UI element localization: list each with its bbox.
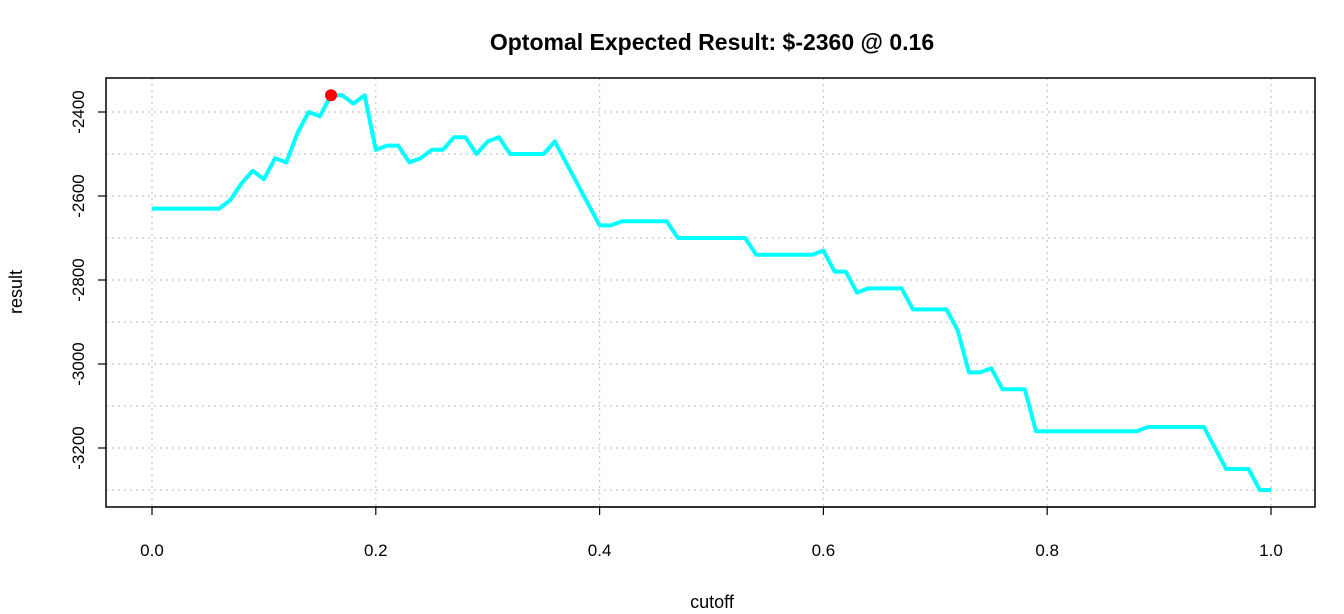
y-tick-label: -3200 — [69, 426, 88, 469]
optimum-point — [325, 89, 338, 102]
y-axis: -2400 -2600 -2800 -3000 -3200 — [69, 90, 106, 470]
x-tick-label: 0.6 — [812, 541, 836, 560]
x-tick-label: 0.8 — [1035, 541, 1059, 560]
series-layer — [152, 89, 1271, 492]
y-tick-label: -2400 — [69, 90, 88, 133]
y-axis-label: result — [6, 270, 26, 314]
y-tick-label: -3000 — [69, 342, 88, 385]
x-tick-label: 0.4 — [588, 541, 612, 560]
y-tick-label: -2600 — [69, 174, 88, 217]
y-tick-label: -2800 — [69, 258, 88, 301]
plot-frame — [105, 77, 1316, 508]
grid — [106, 78, 1315, 507]
x-tick-label: 0.2 — [364, 541, 388, 560]
series-line — [152, 93, 1271, 492]
x-axis: 0.0 0.2 0.4 0.6 0.8 1.0 — [140, 506, 1283, 560]
x-tick-label: 0.0 — [140, 541, 164, 560]
chart-title: Optomal Expected Result: $-2360 @ 0.16 — [490, 29, 934, 55]
x-axis-label: cutoff — [690, 592, 735, 612]
x-tick-label: 1.0 — [1259, 541, 1283, 560]
